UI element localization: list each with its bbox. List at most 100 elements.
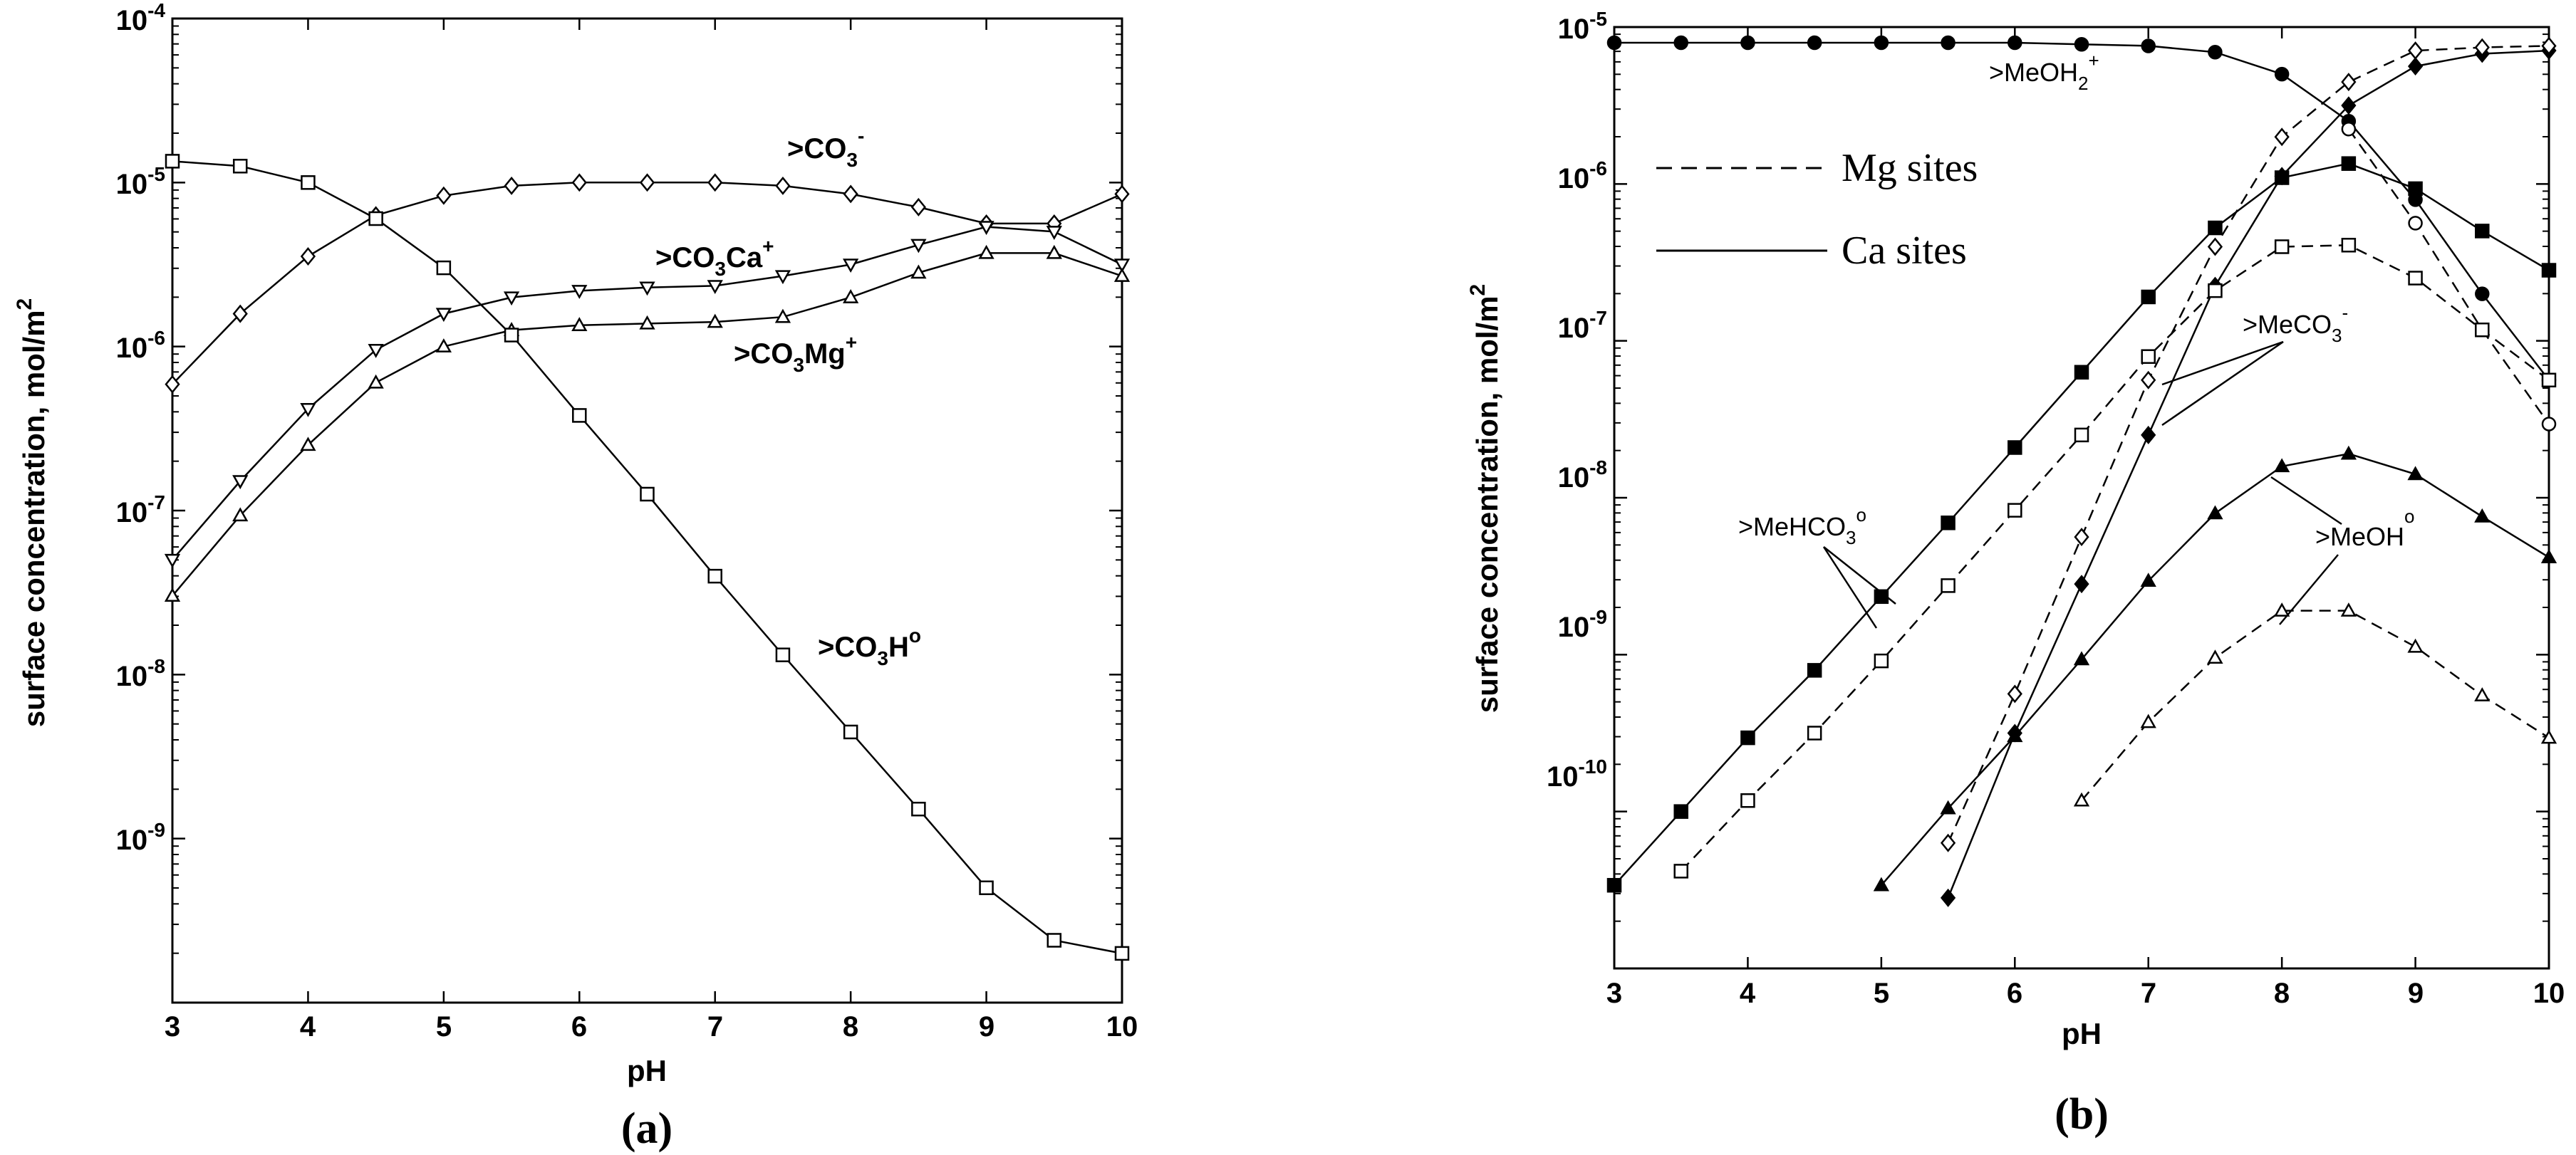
panel-b-mehco3-pointer-line [1823,546,1896,605]
panel-b-point-meco3-mg [2341,73,2357,92]
panel-b-point-meoho-ca [2140,573,2156,587]
panel-a-point-co3 [775,176,791,195]
panel-a-point-co3h0 [572,408,587,423]
panel-a-x-tick-label: 3 [165,1011,180,1042]
panel-a-series-line-co3mg [172,252,1123,597]
panel-b-point-meoh2-mg [2341,121,2357,137]
panel-a-point-co3mg [774,308,791,323]
panel-a-annotation-co3-minus: >CO3- [787,125,864,171]
panel-a-point-co3mg [571,317,588,331]
panel-b-y-tick-label: 10-8 [1558,456,1607,493]
panel-b-series-line-meco3-ca [1947,49,2550,899]
panel-b-x-tick-label: 4 [1740,978,1756,1009]
panel-b-point-mehco3o-mg [1874,653,1889,669]
panel-b-x-tick-label: 9 [2408,978,2424,1009]
panel-b-point-meoh2-ca [1807,35,1822,51]
panel-b-point-meoh2-ca [1740,35,1755,51]
panel-a-point-co3ca [571,285,588,299]
panel-b-x-tick-label: 10 [2533,978,2565,1009]
panel-a-point-co3mg [164,587,181,602]
panel-a-point-co3mg [707,313,723,328]
panel-b-point-mehco3o-mg [2475,322,2490,338]
panel-b-point-meoho-ca [2007,728,2023,743]
panel-b-point-meoh2-mg [2541,417,2557,432]
panel-b-meoh-pointer-line [2270,476,2342,526]
panel-b-point-meoho-ca [2540,549,2557,563]
panel-b-point-mehco3o-mg [1673,864,1688,879]
panel-a-y-axis-title: surface concentration, mol/m2 [13,298,51,728]
panel-b-series [1606,35,2557,907]
panel-b-point-mehco3o-mg [2008,503,2022,518]
panel-b-point-meoho-ca [2207,505,2223,520]
panel-a-point-co3mg [843,289,859,303]
panel-b-point-meco3-mg [2007,684,2022,704]
panel-a-point-co3h0 [368,211,383,226]
panel-b-point-mehco3o-ca [2541,263,2557,278]
panel-b-point-meco3-ca [2074,575,2089,594]
panel-a-point-co3h0 [707,568,722,584]
panel-b-label: (b) [2055,1090,2109,1139]
panel-b-point-mehco3o-mg [1941,578,1956,593]
panel-a-point-co3h0 [504,328,519,343]
panel-b-x-tick-label: 7 [2141,978,2156,1009]
panel-b-axis-ticks [1613,26,2550,970]
panel-a-annotation-co3h-o: >CO3Ho [818,624,921,669]
panel-a-point-co3mg [300,437,316,451]
panel-a-point-co3 [165,375,180,394]
panel-a-annotation-co3ca-plus: >CO3Ca+ [655,235,774,280]
panel-a-point-co3h0 [640,486,655,502]
panel-a-point-co3mg [910,264,927,279]
panel-a-point-co3 [707,173,723,192]
panel-b-series-line-meoho-mg [2081,610,2550,802]
panel-b-y-axis-title: surface concentration, mol/m2 [1466,284,1504,714]
panel-b-point-meco3-ca [2141,425,2156,444]
panel-b-point-meoho-ca [1873,877,1889,892]
panel-b-point-mehco3o-ca [2408,181,2423,197]
panel-a-point-co3 [910,197,926,216]
panel-b-point-meoho-ca [2073,651,2090,666]
panel-a-point-co3h0 [911,801,926,817]
panel-b-point-meoh2-ca [1673,35,1688,51]
panel-b-point-mehco3o-ca [2008,440,2022,455]
panel-b-point-meoho-mg [2207,649,2223,664]
panel-b-point-meco3-mg [1940,833,1956,852]
panel-b-point-meoho-mg [2073,792,2090,807]
panel-b-point-mehco3o-mg [2274,239,2290,254]
panel-b-point-mehco3o-ca [2274,170,2290,185]
panel-b-annotation-mehco3-o: >MeHCO3o [1738,504,1866,548]
panel-a-point-co3ca [843,258,859,273]
panel-b-x-tick-label: 8 [2274,978,2290,1009]
panel-a-x-tick-label: 6 [571,1011,587,1042]
panel-b-point-mehco3o-ca [2141,289,2156,305]
panel-b-point-meoh2-ca [2208,45,2223,60]
panel-a-y-tick-labels: 10-4 10-5 10-6 10-7 10-8 10-9 [116,0,166,856]
panel-a-x-tick-labels: 3 4 5 6 7 8 9 10 [165,1011,1138,1042]
panel-a-x-tick-label: 7 [707,1011,723,1042]
panel-b-point-mehco3o-mg [2208,283,2223,298]
panel-a-point-co3ca [978,221,994,236]
panel-b-point-meoh2-ca [2475,286,2490,301]
panel-b-point-mehco3o-ca [2208,220,2223,236]
panel-b-point-mehco3o-ca [2475,224,2490,239]
panel-a-point-co3 [571,173,587,192]
panel-b-point-mehco3o-mg [2541,372,2557,387]
panel-b-point-meoho-mg [2340,602,2357,617]
panel-a-point-co3ca [1113,258,1131,273]
panel-b-meoh-pointer-line [2279,554,2339,625]
panel-b-point-meoho-mg [2407,638,2424,653]
panel-b-point-meco3-mg [2074,528,2089,547]
panel-b-point-meoh2-ca [1941,35,1956,51]
panel-b-plot-frame [1613,26,2550,970]
panel-b-series-line-meoh2-mg [2347,128,2550,425]
panel-b-x-tick-label: 3 [1606,978,1622,1009]
panel-b-point-meoho-mg [2274,602,2290,617]
panel-b-mehco3-pointer-line [1822,546,1878,629]
panel-a-point-co3h0 [1114,946,1130,961]
panel-a-point-co3ca [707,280,723,294]
panel-b-point-mehco3o-ca [1673,804,1688,819]
panel-b-point-mehco3o-ca [2341,156,2357,171]
panel-b-point-mehco3o-ca [2074,365,2089,380]
panel-a-y-tick-label: 10-9 [116,819,165,856]
panel-a-point-co3mg [368,374,384,389]
